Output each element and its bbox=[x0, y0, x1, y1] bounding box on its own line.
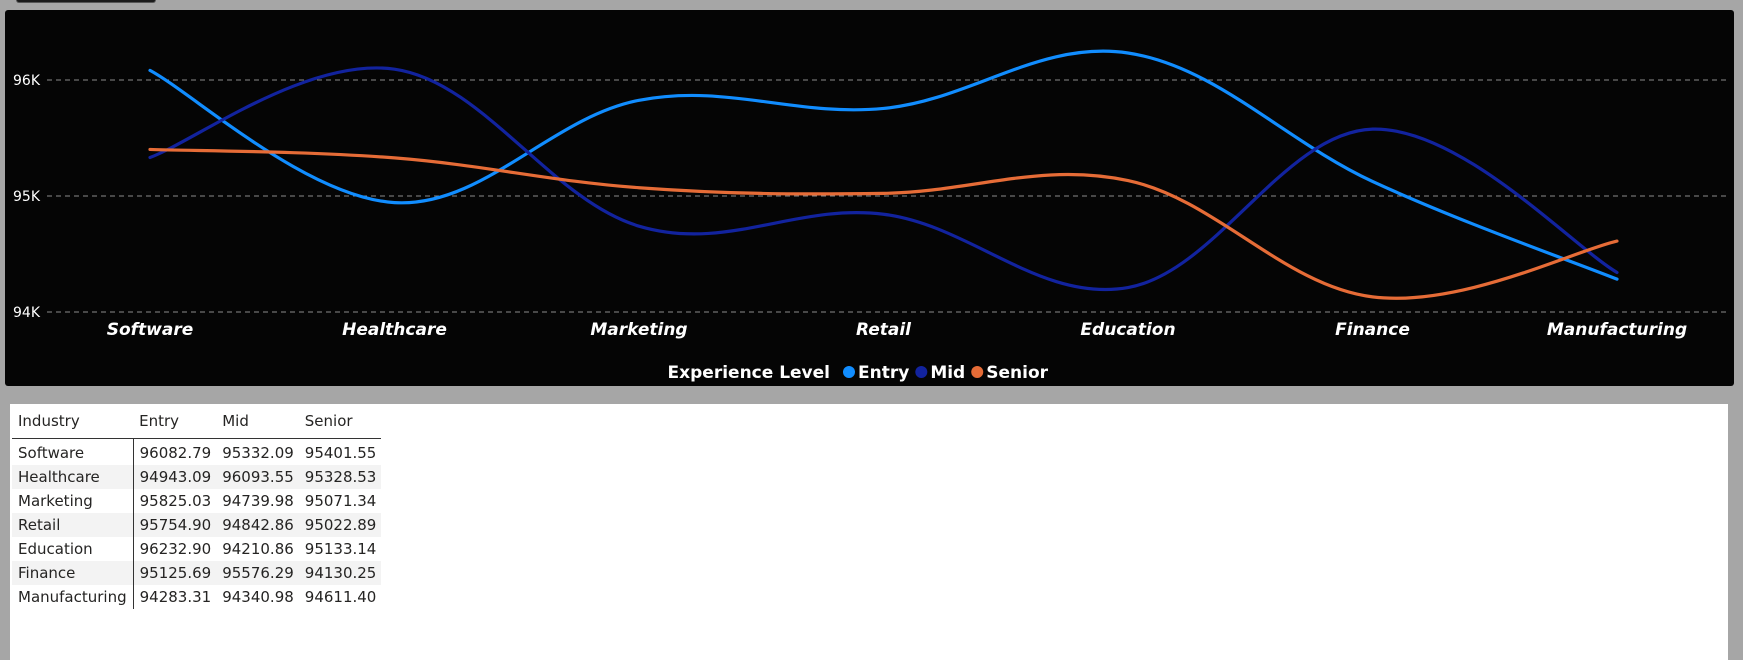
cell-entry: 94283.31 bbox=[139, 588, 212, 606]
cell-industry: Software bbox=[12, 438, 134, 465]
cell-mid: 95576.29 bbox=[216, 561, 299, 585]
cell-senior: 95022.89 bbox=[298, 513, 382, 537]
legend-marker-mid bbox=[915, 366, 928, 378]
legend-marker-senior bbox=[971, 366, 984, 378]
x-axis: Software Healthcare Marketing Retail Educati… bbox=[107, 320, 1687, 340]
table-header-row: Industry Entry Mid Senior bbox=[12, 404, 382, 439]
cell-senior: 95071.34 bbox=[304, 492, 377, 510]
table-row: Retail 95754.90 94842.86 95022.89 bbox=[12, 513, 382, 537]
table-row: Marketing 95825.03 94739.98 95071.34 bbox=[12, 489, 381, 513]
cell-entry: 94943.09 bbox=[133, 465, 217, 489]
cell-entry: 95754.90 bbox=[133, 513, 217, 537]
y-tick-label: 96K bbox=[13, 73, 41, 89]
table-row: Manufacturing 94283.31 94340.98 94611.40 bbox=[12, 585, 381, 609]
table-row: Healthcare 94943.09 96093.55 95328.53 bbox=[12, 465, 382, 489]
series-line-senior[interactable] bbox=[148, 147, 1619, 300]
cell-senior: 95133.14 bbox=[304, 540, 377, 558]
x-tick-label: Healthcare bbox=[342, 320, 447, 340]
cell-industry: Healthcare bbox=[12, 465, 134, 489]
y-tick-label: 94K bbox=[13, 305, 41, 321]
table-row: Software 96082.79 95332.09 95401.55 bbox=[12, 438, 381, 465]
cell-mid: 96093.55 bbox=[216, 465, 299, 489]
cell-senior: 94130.25 bbox=[298, 561, 382, 585]
legend-label-senior[interactable]: Senior bbox=[986, 363, 1048, 383]
legend-label-mid[interactable]: Mid bbox=[930, 363, 965, 383]
legend-label-entry[interactable]: Entry bbox=[858, 363, 909, 383]
legend-marker-entry bbox=[843, 366, 855, 378]
cell-mid: 94210.86 bbox=[222, 540, 294, 558]
cell-mid: 94739.98 bbox=[222, 492, 294, 510]
column-header-entry[interactable]: Entry bbox=[133, 404, 217, 439]
x-tick-label: Marketing bbox=[590, 320, 687, 340]
x-tick-label: Finance bbox=[1335, 320, 1410, 340]
data-table: Industry Entry Mid Senior Software 96082… bbox=[12, 404, 382, 609]
series-line-mid[interactable] bbox=[148, 66, 1619, 291]
line-chart: 94K 95K 96K Software Healthcare Marketing Ret… bbox=[13, 49, 1727, 383]
cell-industry: Finance bbox=[12, 561, 134, 585]
column-header-industry[interactable]: Industry bbox=[12, 404, 134, 439]
column-header-senior[interactable]: Senior bbox=[298, 404, 382, 439]
gridlines bbox=[47, 79, 1727, 313]
line-chart-visual[interactable]: 94K 95K 96K Software Healthcare Marketing Ret… bbox=[5, 10, 1734, 386]
y-axis: 94K 95K 96K bbox=[13, 73, 41, 321]
cell-mid: 94340.98 bbox=[222, 588, 294, 606]
legend[interactable]: Experience Level Entry Mid Senior bbox=[668, 363, 1049, 383]
x-tick-label: Education bbox=[1080, 320, 1175, 340]
cell-senior: 94611.40 bbox=[304, 588, 377, 606]
cell-industry: Education bbox=[12, 537, 134, 561]
series-lines bbox=[148, 49, 1619, 300]
cell-industry: Retail bbox=[12, 513, 134, 537]
x-tick-label: Retail bbox=[856, 320, 912, 340]
cell-mid: 94842.86 bbox=[216, 513, 299, 537]
column-header-mid[interactable]: Mid bbox=[216, 404, 299, 439]
data-table-visual[interactable]: Industry Entry Mid Senior Software 96082… bbox=[10, 404, 1728, 660]
cell-entry: 95825.03 bbox=[139, 492, 212, 510]
table-row: Education 96232.90 94210.86 95133.14 bbox=[12, 537, 381, 561]
cell-entry: 95125.69 bbox=[133, 561, 217, 585]
cell-entry: 96232.90 bbox=[139, 540, 212, 558]
cell-senior: 95401.55 bbox=[304, 444, 377, 462]
series-line-entry[interactable] bbox=[148, 49, 1619, 281]
y-tick-label: 95K bbox=[13, 189, 41, 205]
cell-industry: Marketing bbox=[12, 489, 134, 513]
cell-entry: 96082.79 bbox=[139, 444, 212, 462]
x-tick-label: Software bbox=[107, 320, 194, 340]
x-tick-label: Manufacturing bbox=[1547, 320, 1687, 340]
page-tab[interactable] bbox=[16, 0, 156, 3]
cell-mid: 95332.09 bbox=[222, 444, 294, 462]
table-row: Finance 95125.69 95576.29 94130.25 bbox=[12, 561, 382, 585]
cell-industry: Manufacturing bbox=[12, 585, 134, 609]
legend-title: Experience Level bbox=[668, 363, 830, 383]
cell-senior: 95328.53 bbox=[298, 465, 382, 489]
